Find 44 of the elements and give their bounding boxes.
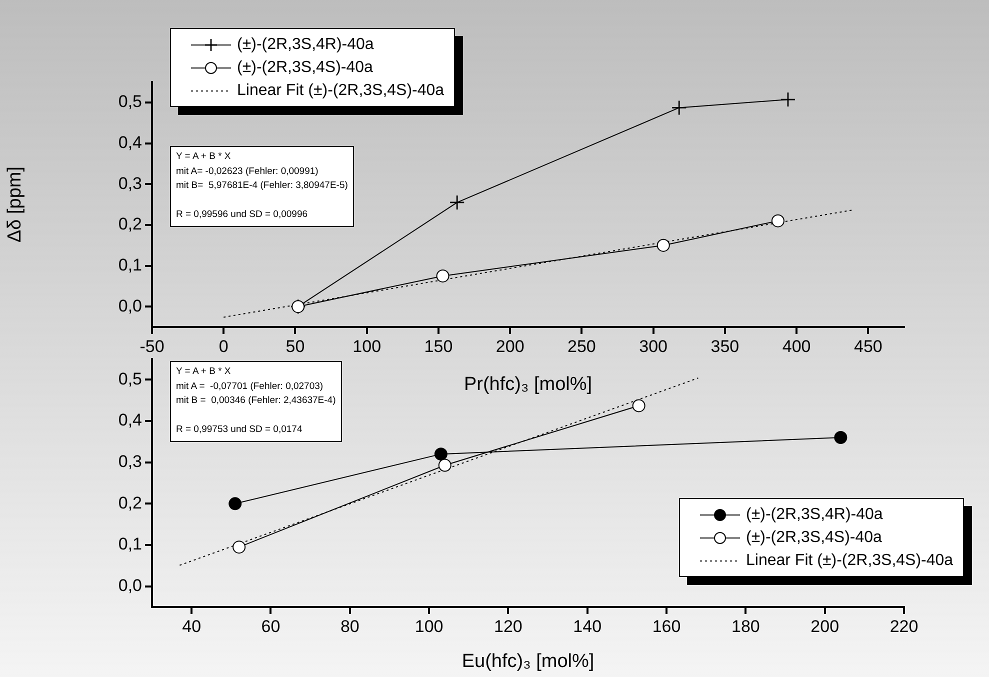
- y-tick-label: 0,1: [118, 255, 142, 274]
- x-tick-label: 160: [652, 616, 681, 636]
- y-tick-label: 0,4: [118, 132, 142, 152]
- x-tick-label: 120: [494, 616, 522, 636]
- x-axis-title: Eu(hfc)₃ [mol%]: [462, 650, 594, 672]
- y-tick-label: 0,3: [118, 174, 142, 193]
- y-axis-title: Δδ [ppm]: [4, 166, 26, 243]
- x-tick-label: 450: [854, 336, 882, 356]
- y-tick-label: 0,5: [118, 92, 142, 112]
- x-tick-label: 140: [573, 616, 602, 636]
- y-tick-label: 0,2: [118, 493, 142, 512]
- y-tick-label: 0,4: [118, 410, 142, 430]
- x-tick-label: 0: [218, 336, 228, 356]
- x-tick-label: 60: [261, 616, 280, 636]
- x-tick-label: 180: [731, 616, 760, 636]
- legend-label: (±)-(2R,3S,4S)-40a: [237, 58, 373, 76]
- x-tick-label: 400: [782, 336, 811, 356]
- x-tick-label: 200: [496, 336, 524, 356]
- x-tick-label: 220: [890, 616, 918, 636]
- y-tick-label: 0,3: [118, 452, 142, 472]
- x-tick-label: 350: [710, 336, 740, 356]
- legend-label: Linear Fit (±)-(2R,3S,4S)-40a: [746, 552, 954, 570]
- x-tick-label: 250: [568, 336, 596, 356]
- x-tick-label: -50: [140, 336, 164, 356]
- text: Y = A + B * X mit A = -0,07701 (Fehler: 0,02703) mit B = 0,00346 (Fehler: 2,43637E-4) R = 0,99753 und SD = 0,0174: [176, 366, 336, 435]
- legend-label: (±)-(2R,3S,4R)-40a: [237, 36, 374, 54]
- y-tick-label: 0,0: [118, 296, 142, 316]
- x-tick-label: 50: [286, 336, 305, 356]
- text: Y = A + B * X mit A= -0,02623 (Fehler: 0,00991) mit B= 5,97681E-4 (Fehler: 3,80947E-5) R = 0,99596 und SD = 0,00996: [176, 151, 348, 220]
- y-tick-label: 0,5: [118, 369, 142, 388]
- y-tick-label: 0,1: [118, 534, 142, 554]
- x-tick-label: 80: [340, 616, 360, 636]
- x-axis-title: Pr(hfc)₃ [mol%]: [464, 374, 592, 395]
- x-tick-label: 200: [810, 616, 840, 636]
- x-tick-label: 300: [639, 336, 668, 356]
- y-tick-label: 0,2: [118, 214, 142, 234]
- x-tick-label: 150: [424, 336, 453, 356]
- legend-label: (±)-(2R,3S,4S)-40a: [746, 528, 882, 546]
- legend-label: Linear Fit (±)-(2R,3S,4S)-40a: [237, 82, 444, 100]
- x-tick-label: 100: [352, 336, 382, 356]
- x-tick-label: 40: [182, 616, 202, 636]
- y-tick-label: 0,0: [118, 576, 142, 596]
- legend-label: (±)-(2R,3S,4R)-40a: [746, 506, 883, 524]
- x-tick-label: 100: [414, 616, 444, 636]
